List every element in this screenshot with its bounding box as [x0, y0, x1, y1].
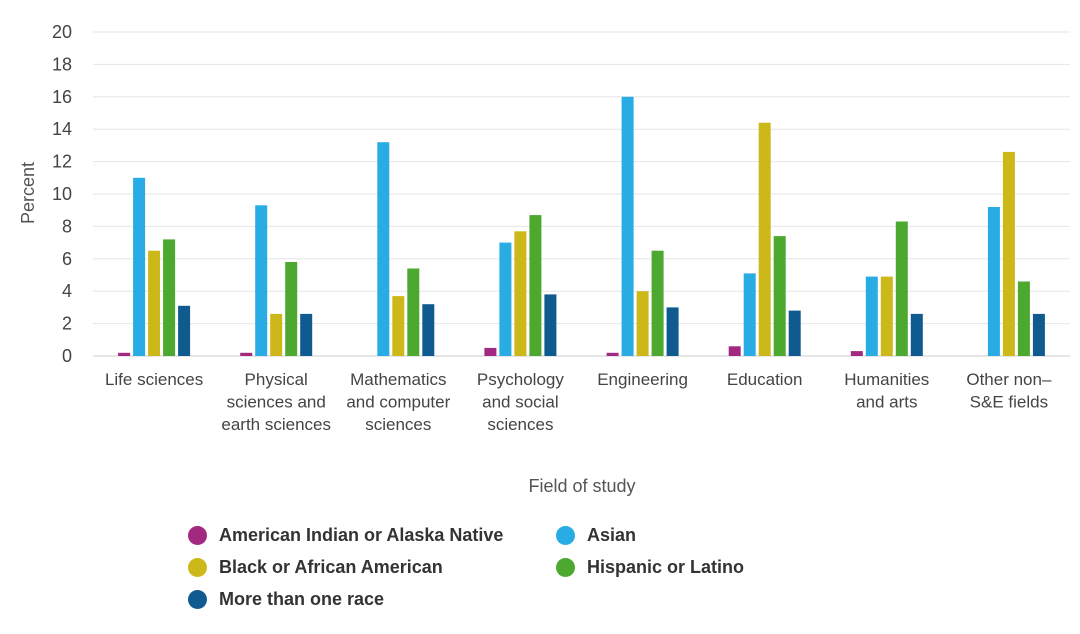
bar	[865, 276, 878, 356]
legend-item: Hispanic or Latino	[556, 557, 744, 578]
legend-swatch	[188, 590, 207, 609]
x-category-label: Physical sciences and earth sciences	[221, 370, 331, 434]
y-tick-label: 14	[52, 119, 72, 139]
x-category-label: Education	[727, 370, 803, 389]
x-category-label: Mathematics and computer sciences	[346, 370, 450, 434]
x-category-label: Life sciences	[105, 370, 203, 389]
y-tick-label: 16	[52, 87, 72, 107]
gridlines	[93, 31, 1070, 357]
y-tick-label: 10	[52, 184, 72, 204]
x-category-label: Other non– S&E fields	[966, 370, 1052, 412]
x-category-label-line: sciences	[365, 415, 431, 434]
bar	[895, 221, 908, 356]
bar	[484, 347, 497, 356]
bar	[392, 296, 405, 356]
bar	[407, 268, 420, 356]
x-axis-category-labels: Life sciences Physical sciences and earth s…	[105, 370, 1052, 434]
bar	[743, 273, 756, 356]
bar	[118, 352, 131, 356]
bar	[514, 231, 527, 356]
bar	[651, 250, 664, 356]
bar	[544, 294, 557, 356]
bars	[118, 96, 1045, 357]
y-tick-label: 18	[52, 54, 72, 74]
bar	[758, 122, 771, 356]
y-tick-label: 2	[62, 314, 72, 334]
legend-swatch	[556, 558, 575, 577]
x-category-label-line: Education	[727, 370, 803, 389]
legend-label: Hispanic or Latino	[587, 557, 745, 577]
x-category-label-line: Life sciences	[105, 370, 203, 389]
bar	[255, 205, 268, 356]
bar	[1002, 151, 1015, 356]
bar	[285, 262, 298, 356]
legend-item: Asian	[556, 525, 636, 546]
legend-swatch	[556, 526, 575, 545]
bar	[133, 177, 146, 356]
bar	[240, 352, 253, 356]
x-category-label-line: S&E fields	[970, 393, 1048, 412]
x-axis-title: Field of study	[528, 476, 635, 496]
legend-label: More than one race	[219, 589, 385, 609]
bar	[499, 242, 512, 356]
legend-item: Black or African American	[188, 557, 443, 578]
x-category-label: Humanities and arts	[844, 370, 929, 412]
legend-item: American Indian or Alaska Native	[188, 525, 503, 546]
bar	[422, 304, 435, 356]
y-tick-label: 20	[52, 22, 72, 42]
x-category-label: Psychology and social sciences	[477, 370, 564, 434]
x-category-label-line: Physical	[245, 370, 308, 389]
x-category-label-line: Engineering	[597, 370, 688, 389]
x-category-label-line: and computer	[346, 393, 450, 412]
legend-swatch	[188, 526, 207, 545]
bar	[377, 142, 390, 356]
bar	[788, 310, 801, 356]
bar-chart: 0 2 4 6 8 10 12 14 16 18 20 Life sciences Physical s…	[18, 22, 1070, 496]
x-category-label-line: sciences	[487, 415, 553, 434]
bar	[636, 291, 649, 356]
bar	[1032, 313, 1045, 356]
bar	[300, 313, 313, 356]
x-category-label-line: Psychology	[477, 370, 564, 389]
legend-label: American Indian or Alaska Native	[219, 525, 504, 545]
x-category-label-line: sciences and	[227, 393, 326, 412]
x-category-label-line: Other non–	[966, 370, 1052, 389]
bar	[666, 307, 679, 356]
bar	[910, 313, 923, 356]
bar	[270, 313, 283, 356]
y-tick-label: 0	[62, 346, 72, 366]
bar	[1017, 281, 1030, 356]
bar	[987, 207, 1000, 356]
x-category-label: Engineering	[597, 370, 688, 389]
bar	[178, 305, 191, 356]
bar	[148, 250, 161, 356]
y-tick-label: 8	[62, 216, 72, 236]
legend-item: More than one race	[188, 589, 384, 610]
legend-label: Asian	[587, 525, 637, 545]
legend-label: Black or African American	[219, 557, 443, 577]
x-category-label-line: Humanities	[844, 370, 929, 389]
bar	[880, 276, 893, 356]
bar	[529, 215, 542, 356]
y-tick-label: 6	[62, 249, 72, 269]
y-tick-label: 12	[52, 152, 72, 172]
x-category-label-line: and social	[482, 393, 559, 412]
bar	[728, 346, 741, 356]
bar	[773, 236, 786, 356]
legend-swatch	[188, 558, 207, 577]
x-category-label-line: earth sciences	[221, 415, 331, 434]
y-tick-label: 4	[62, 281, 72, 301]
y-axis-ticks: 0 2 4 6 8 10 12 14 16 18 20	[52, 22, 72, 366]
bar	[850, 351, 863, 356]
bar	[606, 352, 619, 356]
bar	[621, 96, 634, 357]
x-category-label-line: Mathematics	[350, 370, 446, 389]
bar	[163, 239, 176, 356]
x-category-label-line: and arts	[856, 393, 917, 412]
y-axis-title: Percent	[18, 162, 38, 224]
